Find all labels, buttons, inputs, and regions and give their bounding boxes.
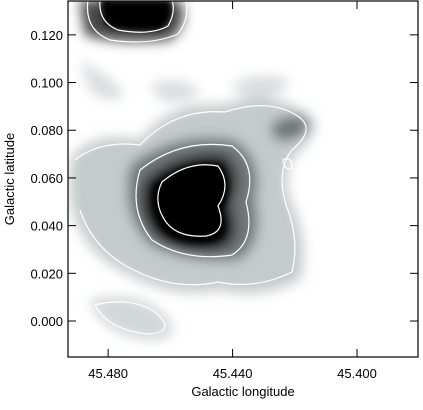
x-axis-label: Galactic longitude: [191, 384, 294, 399]
y-tick-label: 0.120: [30, 28, 63, 43]
x-tick-label: 45.400: [337, 366, 377, 381]
y-tick-label: 0.000: [30, 314, 63, 329]
y-tick-label: 0.100: [30, 76, 63, 91]
contours: [74, 1, 307, 335]
plot-frame: [67, 0, 419, 358]
x-tick-label: 45.440: [213, 366, 253, 381]
y-axis-label: Galactic latitude: [2, 133, 17, 226]
cores: [100, 1, 229, 243]
intensity-map: [70, 1, 315, 340]
y-tick-label: 0.060: [30, 171, 63, 186]
y-tick-label: 0.080: [30, 123, 63, 138]
x-tick-label: 45.480: [88, 366, 128, 381]
y-tick-label: 0.020: [30, 266, 63, 281]
y-tick-label: 0.040: [30, 219, 63, 234]
